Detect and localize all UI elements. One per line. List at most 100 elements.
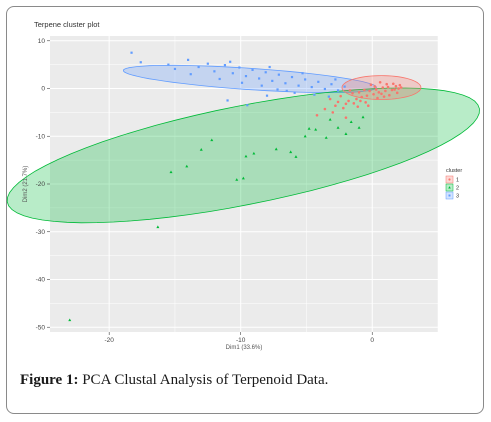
cluster-1-point: [384, 89, 387, 93]
cluster-1-point: [377, 91, 381, 94]
cluster-2-point: [241, 176, 245, 180]
y-tick-label: -20: [36, 181, 46, 188]
cluster-1-point: [363, 88, 366, 92]
cluster-1-point: [393, 88, 396, 91]
cluster-1-point: [368, 89, 371, 93]
cluster-2-point: [361, 115, 365, 119]
cluster-1-point: [369, 83, 373, 86]
cluster-1-point: [394, 84, 398, 88]
y-tick-label: -10: [36, 133, 46, 140]
cluster-2-point: [235, 178, 239, 181]
y-tick-label: -50: [36, 324, 46, 331]
cluster-3-point: [258, 77, 261, 80]
cluster-2-point: [294, 155, 298, 158]
cluster-2-point: [156, 225, 160, 229]
cluster-1-point: [347, 99, 350, 103]
x-tick-label: -20: [104, 337, 114, 344]
y-tick-label: 0: [41, 86, 45, 93]
cluster-3-point: [271, 79, 274, 82]
legend-marker-3: [448, 194, 451, 197]
cluster-1-point: [359, 99, 362, 103]
cluster-3-point: [330, 83, 333, 86]
cluster-1-point: [388, 93, 391, 97]
legend-label-3: 3: [456, 194, 459, 200]
chart-title: Terpene cluster plot: [34, 20, 100, 29]
cluster-1-point: [365, 94, 369, 97]
cluster-3-point: [323, 87, 326, 91]
cluster-3-point: [206, 62, 209, 65]
cluster-1-point: [328, 97, 332, 101]
cluster-1-point: [357, 91, 361, 94]
cluster-2-point: [328, 117, 332, 121]
cluster-3-point: [313, 93, 316, 96]
cluster-2-point: [274, 147, 278, 151]
cluster-2-point: [289, 150, 293, 154]
cluster-3-point: [130, 51, 133, 54]
cluster-2-point: [185, 164, 189, 168]
legend-label-2: 2: [456, 186, 459, 192]
cluster-1-point: [315, 113, 319, 117]
cluster-3-point: [317, 80, 320, 83]
cluster-3-point: [290, 75, 294, 79]
cluster-3-point: [297, 84, 300, 87]
cluster-1-ellipse: [341, 75, 422, 100]
grid-lines: [50, 36, 439, 332]
cluster-2-ellipse: [6, 87, 480, 224]
cluster-1-point: [385, 82, 389, 86]
cluster-1-point: [344, 102, 348, 106]
cluster-1-point: [339, 94, 342, 98]
cluster-3-point: [276, 88, 279, 91]
legend-marker-1: [448, 178, 451, 181]
cluster-1-point: [391, 82, 395, 86]
cluster-3-point: [139, 61, 142, 64]
cluster-3-point: [265, 94, 269, 97]
cluster-1-point: [355, 97, 358, 101]
cluster-3-point: [244, 75, 248, 78]
cluster-1-point: [360, 95, 364, 99]
cluster-2-point: [324, 136, 328, 139]
cluster-1-point: [397, 87, 400, 90]
cluster-1-point: [344, 116, 348, 119]
y-tick-label: 10: [38, 38, 46, 45]
cluster-1-point: [386, 85, 390, 89]
x-tick-label: -10: [236, 337, 246, 344]
cluster-3-point: [223, 64, 227, 67]
cluster-3-point: [229, 60, 232, 63]
cluster-3-point: [277, 73, 280, 76]
y-tick-label: -40: [36, 277, 46, 284]
legend-marker-2: [448, 186, 451, 189]
cluster-3-point: [343, 85, 346, 88]
legend-title: cluster: [446, 168, 462, 174]
cluster-3-point: [336, 89, 340, 92]
cluster-3-point: [251, 68, 254, 71]
cluster-1-point: [398, 83, 402, 87]
cluster-3-point: [310, 85, 313, 89]
caption-label: Figure 1:: [20, 372, 79, 388]
cluster-1-point: [356, 105, 360, 108]
cluster-2-point: [169, 170, 173, 174]
legend: cluster 1 2 3: [445, 168, 462, 200]
cluster-1-point: [364, 101, 367, 104]
cluster-3-point: [238, 66, 241, 69]
cluster-3-point: [197, 65, 200, 69]
cluster-3-point: [285, 89, 288, 93]
data-points: [68, 51, 403, 322]
x-tick-label: 0: [370, 337, 374, 344]
cluster-3-point: [231, 72, 234, 75]
cluster-3-point: [304, 78, 307, 81]
cluster-1-point: [342, 106, 345, 110]
cluster-3-point: [167, 63, 170, 66]
cluster-2-point: [344, 132, 348, 135]
cluster-1-point: [336, 100, 340, 104]
cluster-ellipses: [6, 64, 480, 224]
cluster-1-point: [378, 81, 382, 84]
caption-text: PCA Clustal Analysis of Terpenoid Data.: [82, 372, 329, 388]
cluster-1-point: [374, 88, 378, 91]
cluster-1-point: [381, 86, 385, 89]
cluster-1-point: [372, 92, 375, 96]
cluster-1-point: [390, 88, 394, 92]
cluster-2-point: [314, 127, 318, 131]
cluster-3-point: [189, 73, 192, 76]
cluster-1-point: [348, 89, 352, 92]
pca-cluster-plot: -20 -10 0 10 0 -10 -20 -30 -40 -50 Dim1 (33.6%) D…: [6, 36, 480, 351]
